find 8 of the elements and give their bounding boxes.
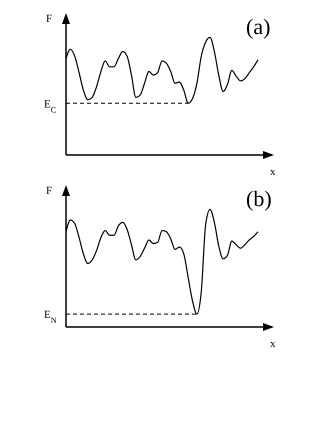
ref-line-label: E$_{N}$ [44, 309, 57, 325]
x-axis-title: x [270, 166, 276, 178]
x-axis-title: x [270, 338, 276, 350]
annotation: (b) [246, 186, 272, 211]
y-axis-title: F [46, 13, 52, 25]
y-axis-title: F [46, 185, 52, 197]
annotation: (a) [246, 14, 270, 39]
ref-line-label: E$_{C}$ [44, 98, 57, 114]
